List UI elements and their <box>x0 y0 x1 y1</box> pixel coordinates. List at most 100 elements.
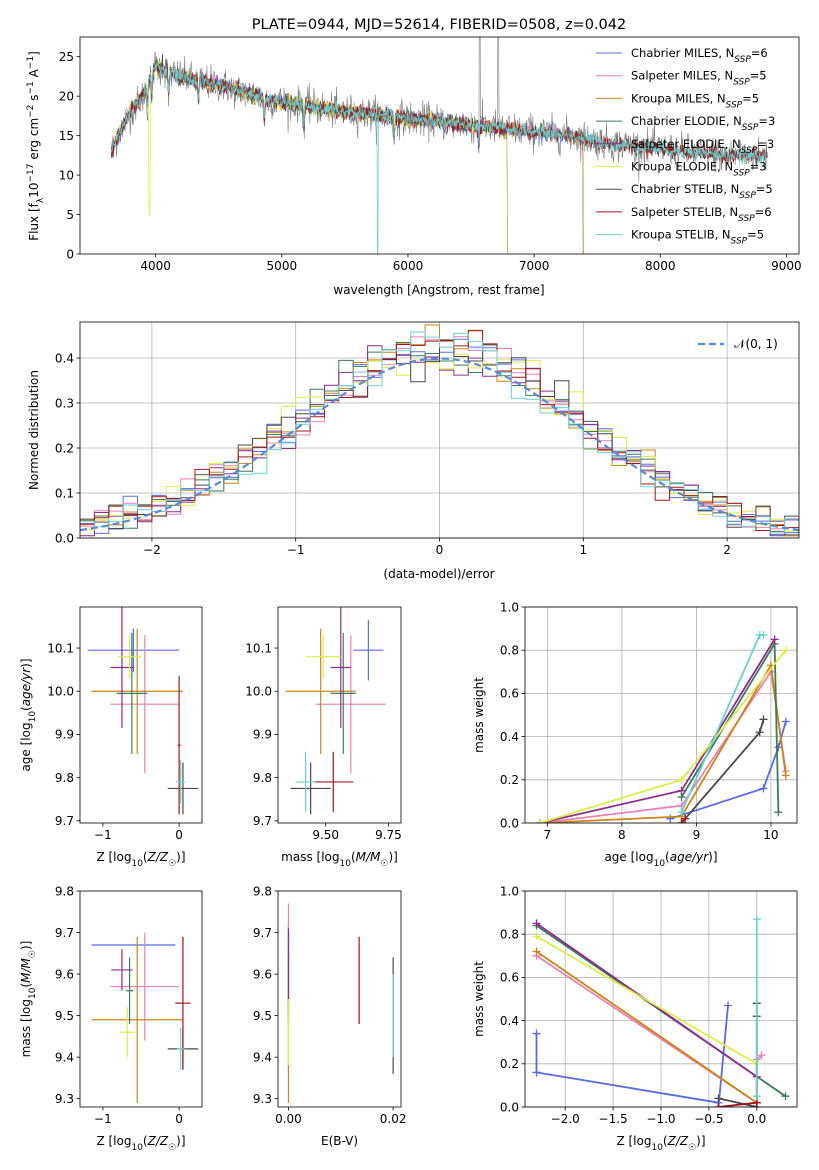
y-tick-label: 1.0 <box>500 600 519 614</box>
chart-title: PLATE=0944, MJD=52614, FIBERID=0508, z=0… <box>252 17 626 33</box>
label-fragment: Chabrier ELODIE, N <box>631 114 742 128</box>
label-fragment: =3 <box>758 114 775 128</box>
label-fragment: =5 <box>756 182 773 196</box>
label-fragment: λ <box>36 197 46 203</box>
label-fragment: −17 <box>26 164 36 183</box>
y-tick-label: 0.6 <box>500 971 519 985</box>
model-spectrum-2 <box>111 60 584 254</box>
label-fragment: age/yr <box>19 667 33 706</box>
axes-age-vs-mass: 9.50 9.75 9.7 9.8 9.9 10.0 10.1 mass [log10(M/M… <box>245 606 402 869</box>
label-fragment: Z [log <box>96 850 131 864</box>
y-axis-label: Normed distribution <box>27 370 41 490</box>
y-tick-label: 0.1 <box>55 486 74 500</box>
y-tick-label: 9.8 <box>253 884 272 898</box>
y-tick-label: 9.3 <box>55 1092 74 1106</box>
legend-entry: 𝒩(0, 1) <box>734 337 778 351</box>
x-tick-label: 9.50 <box>312 828 339 842</box>
x-tick-label: 6000 <box>393 259 424 273</box>
x-axis-label: (data-model)/error <box>383 567 494 581</box>
plot-area <box>532 915 790 1107</box>
y-tick-label: 9.7 <box>55 814 74 828</box>
y-tick-label: 9.5 <box>55 1009 74 1023</box>
label-fragment: E(B-V) <box>321 1134 358 1148</box>
label-fragment: 10 <box>27 183 41 198</box>
x-tick-label: 0.0 <box>747 1112 766 1126</box>
legend-entry: Salpeter ELODIE, NSSP=3 <box>631 137 774 156</box>
label-fragment: =5 <box>742 91 759 105</box>
label-fragment: mass [log <box>281 850 339 864</box>
y-tick-label: 0.3 <box>55 396 74 410</box>
label-fragment: Salpeter MILES, N <box>631 69 733 83</box>
label-fragment: )] <box>19 941 33 950</box>
histogram-6 <box>80 339 799 529</box>
label-fragment: ☉ <box>28 950 38 958</box>
weight-marker <box>714 1094 723 1103</box>
histogram-5 <box>80 350 799 532</box>
label-fragment: SSP <box>731 237 748 247</box>
label-fragment: Z/Z <box>147 850 169 864</box>
histogram-8 <box>80 331 799 534</box>
legend-entry: Kroupa ELODIE, NSSP=3 <box>631 160 767 179</box>
label-fragment: =5 <box>747 228 764 242</box>
x-tick-label: 8000 <box>645 259 676 273</box>
y-tick-label: 9.8 <box>253 771 272 785</box>
label-fragment: SSP <box>733 169 750 179</box>
x-tick-label: 4000 <box>140 259 171 273</box>
y-tick-label: 10.1 <box>245 641 272 655</box>
x-axis-label: Z [log10(Z/Z☉)] <box>616 1134 705 1153</box>
weight-line-1 <box>539 669 787 823</box>
label-fragment: ( <box>351 850 356 864</box>
x-tick-label: 8 <box>618 828 626 842</box>
label-fragment: Salpeter STELIB, N <box>631 205 738 219</box>
label-fragment: ☉ <box>168 859 176 869</box>
label-fragment: 10 <box>651 1143 663 1153</box>
y-tick-label: 9.7 <box>253 926 272 940</box>
y-tick-label: 0.6 <box>500 687 519 701</box>
x-axis-label: age [log10(age/yr)] <box>604 850 717 869</box>
label-fragment: SSP <box>738 214 755 224</box>
y-tick-label: 0.4 <box>500 1014 519 1028</box>
y-tick-label: 0.8 <box>500 928 519 942</box>
label-fragment: ( <box>663 1134 668 1148</box>
y-tick-label: 25 <box>59 50 74 64</box>
label-fragment: 10 <box>654 859 666 869</box>
axes-spectrum: 4000 5000 6000 7000 8000 9000 0 5 10 15 20 25 PLATE=… <box>26 17 802 297</box>
y-tick-label: 10.0 <box>245 685 272 699</box>
label-fragment: SSP <box>734 55 751 65</box>
axes-mass-vs-z: −1 09.39.49.59.69.79.8Z [log10(Z/Z☉)]mass… <box>19 884 203 1153</box>
weight-line-2 <box>539 662 787 823</box>
y-tick-label: 0.4 <box>55 351 74 365</box>
weight-marker <box>681 814 690 823</box>
axes-frame <box>79 606 203 824</box>
label-fragment: SSP <box>739 191 756 201</box>
y-tick-label: 9.9 <box>55 728 74 742</box>
model-spectrum-1 <box>111 55 584 254</box>
label-fragment: −1 <box>26 81 36 94</box>
label-fragment: =6 <box>751 46 768 60</box>
x-tick-label: 0.02 <box>380 1112 407 1126</box>
y-tick-label: 10.0 <box>47 685 74 699</box>
legend-entry: Salpeter STELIB, NSSP=6 <box>631 205 772 224</box>
x-tick-label: −1.0 <box>646 1112 675 1126</box>
y-tick-label: 9.3 <box>253 1092 272 1106</box>
y-tick-label: 5 <box>66 208 74 222</box>
plot-area <box>285 607 386 815</box>
label-fragment: ( <box>143 850 148 864</box>
model-spectrum-0 <box>111 62 584 254</box>
x-tick-label: 7000 <box>519 259 550 273</box>
legend-entry: Chabrier STELIB, NSSP=5 <box>631 182 773 201</box>
label-fragment: mass [log <box>19 999 33 1057</box>
axes-frame <box>79 321 800 539</box>
weight-marker <box>755 728 764 737</box>
weight-line-7 <box>718 1101 757 1107</box>
x-tick-label: 9000 <box>771 259 802 273</box>
x-tick-label: −1 <box>287 543 305 557</box>
x-axis-label: wavelength [Angstrom, rest frame] <box>333 283 544 297</box>
label-fragment: SSP <box>726 100 743 110</box>
y-axis-label: mass weight <box>472 677 486 753</box>
y-tick-label: 15 <box>59 129 74 143</box>
label-fragment: )] <box>176 850 185 864</box>
axes-frame <box>277 606 402 824</box>
y-tick-label: 9.9 <box>253 728 272 742</box>
